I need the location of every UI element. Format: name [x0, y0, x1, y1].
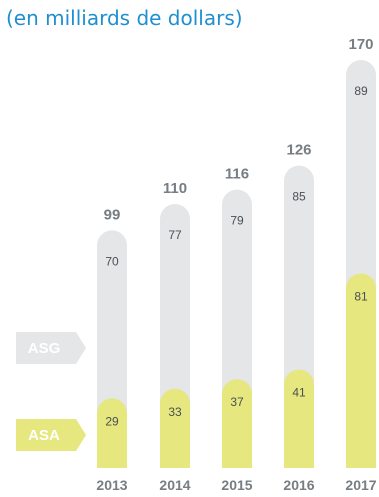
- data-label-asa-2017: 81: [354, 290, 368, 304]
- total-label-2015: 116: [225, 166, 249, 183]
- x-tick-label-2014: 2014: [159, 477, 190, 493]
- data-label-asg-2016: 85: [292, 190, 306, 204]
- bar-asa-2017: [346, 273, 376, 468]
- legend-asa-label: ASA: [28, 427, 60, 444]
- data-label-asa-2013: 29: [105, 414, 119, 428]
- total-label-2017: 170: [348, 36, 373, 53]
- data-label-asa-2014: 33: [168, 405, 182, 419]
- legend-asa-tag: [16, 419, 86, 451]
- x-tick-label-2013: 2013: [96, 477, 127, 493]
- x-tick-label-2016: 2016: [283, 477, 314, 493]
- data-label-asa-2016: 41: [292, 386, 306, 400]
- legend-asg-label: ASG: [28, 340, 61, 357]
- total-label-2013: 99: [104, 206, 121, 223]
- bar-asa-2016: [284, 369, 314, 468]
- data-label-asg-2013: 70: [105, 254, 119, 268]
- data-label-asg-2015: 79: [230, 214, 244, 228]
- bar-asa-2015: [222, 379, 252, 468]
- x-tick-label-2017: 2017: [345, 477, 376, 493]
- data-label-asa-2015: 37: [230, 395, 244, 409]
- bar-asa-2013: [97, 398, 127, 468]
- data-label-asg-2017: 89: [354, 84, 368, 98]
- data-label-asg-2014: 77: [168, 228, 182, 242]
- bar-asa-2014: [160, 388, 190, 468]
- legend-asg-tag: [16, 332, 86, 364]
- total-label-2014: 110: [163, 180, 187, 197]
- total-label-2016: 126: [286, 142, 311, 159]
- chart-subtitle: (en milliards de dollars): [6, 6, 243, 30]
- x-tick-label-2015: 2015: [221, 477, 252, 493]
